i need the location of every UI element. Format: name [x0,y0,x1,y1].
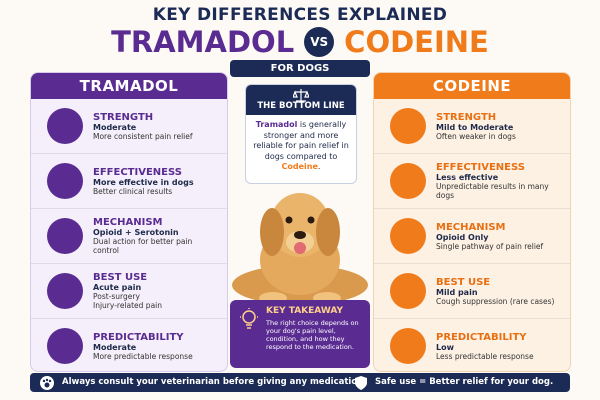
item-icon [390,328,426,364]
panel-title: TRAMADOL [31,73,227,99]
comparison-item: BEST USE Mild pain Cough suppression (rare… [374,264,570,319]
bottom-line-part: is generally stronger and more reliable … [253,120,349,161]
item-icon [47,218,83,254]
item-line: Moderate [93,122,137,132]
item-text: BEST USE Mild pain Cough suppression (rare… [436,277,556,306]
item-line: Mild to Moderate [436,122,514,132]
item-icon [47,328,83,364]
takeaway-text: The right choice depends on your dog's p… [266,319,359,351]
bulb-icon [240,308,258,329]
comparison-item: STRENGTH Moderate More consistent pain rel… [31,99,227,154]
title: TRAMADOL VS CODEINE [0,25,600,59]
item-heading: EFFECTIVENESS [436,162,525,173]
item-text: EFFECTIVENESS Less effective Unpredictable… [436,162,556,200]
comparison-item: PREDICTABILITY Low Less predictable respon… [374,319,570,371]
item-icon [47,273,83,309]
item-line: Opioid Only [436,232,489,242]
vs-badge: VS [304,27,335,57]
item-icon [390,108,426,144]
item-heading: MECHANISM [436,221,506,233]
item-line: Post-surgery [93,292,140,301]
right-panel: CODEINE STRENGTH Mild to Moderate Often we… [373,72,571,372]
title-right: CODEINE [344,25,489,59]
bottom-line-part: Codeine [281,162,318,171]
item-text: STRENGTH Moderate More consistent pain rel… [93,112,213,141]
item-text: BEST USE Acute pain Post-surgery Injury-rel… [93,272,213,310]
bottom-line-part: Tramadol [255,120,298,129]
item-text: STRENGTH Mild to Moderate Often weaker in … [436,112,556,141]
item-line: Moderate [93,342,137,352]
shield-icon [355,376,367,390]
item-heading: BEST USE [436,276,491,288]
item-line: Better clinical results [93,186,173,196]
takeaway-title: KEY TAKEAWAY [266,306,344,316]
comparison-item: STRENGTH Mild to Moderate Often weaker in … [374,99,570,154]
item-text: PREDICTABILITY Low Less predictable respon… [436,332,556,361]
comparison-item: MECHANISM Opioid + Serotonin Dual action f… [31,209,227,264]
comparison-item: MECHANISM Opioid Only Single pathway of pa… [374,209,570,264]
item-icon [390,218,426,254]
comparison-item: EFFECTIVENESS More effective in dogs Bette… [31,154,227,209]
left-panel: TRAMADOL STRENGTH Moderate More consistent… [30,72,228,372]
footer-right: Safe use = Better relief for your dog. [375,377,554,387]
item-text: EFFECTIVENESS More effective in dogs Bette… [93,167,213,196]
item-line: Unpredictable results in many dogs [436,182,549,200]
item-text: MECHANISM Opioid + Serotonin Dual action f… [93,217,213,255]
item-line: More consistent pain relief [93,131,193,141]
item-icon [47,163,83,199]
item-line: Cough suppression (rare cases) [436,296,555,306]
subtitle: FOR DOGS [230,60,370,77]
item-line: Injury-related pain [93,301,163,310]
item-icon [390,163,426,199]
item-heading: PREDICTABILITY [93,331,184,343]
comparison-item: PREDICTABILITY Moderate More predictable r… [31,319,227,371]
item-line: Opioid + Serotonin [93,228,179,237]
item-line: Mild pain [436,287,478,297]
kicker: KEY DIFFERENCES EXPLAINED [152,5,448,25]
item-text: PREDICTABILITY Moderate More predictable r… [93,332,213,361]
item-line: Low [436,342,454,352]
item-line: Less effective [436,173,499,182]
item-heading: EFFECTIVENESS [93,166,182,178]
dog-illustration [232,193,368,305]
bottom-line-part: . [317,162,321,171]
takeaway-box: KEY TAKEAWAY The right choice depends on… [230,300,370,368]
item-line: Dual action for better pain control [93,237,193,255]
bottom-line-text: Tramadol is generally stronger and more … [246,115,356,178]
footer: Always consult your veterinarian before … [30,373,570,392]
item-icon [390,273,426,309]
item-line: Often weaker in dogs [436,131,516,141]
item-heading: BEST USE [93,272,148,283]
item-heading: STRENGTH [436,111,497,123]
comparison-item: BEST USE Acute pain Post-surgery Injury-rel… [31,264,227,319]
item-icon [47,108,83,144]
paw-icon [40,376,54,390]
scale-icon [293,89,309,102]
comparison-item: EFFECTIVENESS Less effective Unpredictable… [374,154,570,209]
bottom-line-box: THE BOTTOM LINE Tramadol is generally st… [245,84,357,184]
panel-title: CODEINE [374,73,570,99]
item-line: More effective in dogs [93,177,194,187]
item-text: MECHANISM Opioid Only Single pathway of pa… [436,222,556,251]
footer-left: Always consult your veterinarian before … [62,377,367,387]
title-left: TRAMADOL [111,25,295,59]
item-line: More predictable response [93,351,193,361]
item-heading: STRENGTH [93,111,154,123]
item-heading: PREDICTABILITY [436,331,527,343]
item-line: Single pathway of pain relief [436,241,544,251]
item-heading: MECHANISM [93,217,163,228]
item-line: Acute pain [93,283,142,292]
item-line: Less predictable response [436,351,534,361]
